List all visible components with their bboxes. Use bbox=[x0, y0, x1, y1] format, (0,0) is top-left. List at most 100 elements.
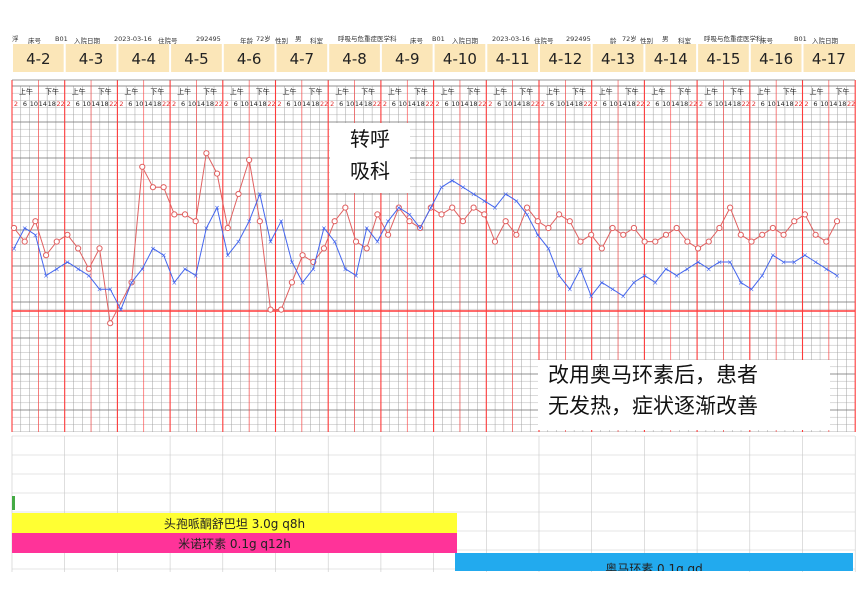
hour-label: 22 bbox=[215, 100, 223, 108]
pulse-point: × bbox=[513, 197, 519, 205]
pm-label: 下午 bbox=[572, 87, 586, 96]
am-label: 上午 bbox=[335, 87, 349, 96]
temperature-line bbox=[13, 151, 838, 325]
pulse-point: × bbox=[663, 265, 669, 273]
info-text: 住院号 bbox=[534, 36, 554, 45]
info-text: 性别 bbox=[640, 36, 653, 45]
pulse-point: × bbox=[471, 191, 477, 199]
hour-label: 14 bbox=[144, 100, 152, 108]
temperature-point bbox=[705, 238, 712, 245]
temperature-point bbox=[246, 156, 253, 164]
am-label: 上午 bbox=[388, 87, 402, 96]
pulse-point: × bbox=[503, 191, 509, 199]
pulse-point: × bbox=[385, 218, 391, 226]
hour-label: 18 bbox=[785, 100, 793, 108]
hour-label: 2 bbox=[804, 100, 808, 108]
am-label: 上午 bbox=[493, 87, 507, 96]
info-text: 呼吸与危重症医学科 bbox=[338, 34, 397, 43]
pm-label: 下午 bbox=[361, 87, 375, 96]
pulse-point: × bbox=[171, 279, 177, 287]
hour-label: 2 bbox=[699, 100, 703, 108]
temperature-point bbox=[588, 231, 595, 238]
pulse-point: × bbox=[642, 272, 648, 280]
green-marker bbox=[12, 496, 15, 510]
pulse-point: × bbox=[193, 272, 199, 280]
hour-label: 10 bbox=[557, 100, 565, 108]
hour-label: 22 bbox=[531, 100, 539, 108]
temperature-point bbox=[363, 245, 370, 252]
hour-label: 18 bbox=[417, 100, 425, 108]
info-text: 浮 bbox=[12, 34, 19, 43]
temperature-point bbox=[513, 231, 520, 238]
hour-label: 6 bbox=[286, 100, 290, 108]
transfer-note-line1: 转呼 bbox=[350, 127, 390, 151]
hour-label: 2 bbox=[646, 100, 650, 108]
info-text: 床号 bbox=[760, 36, 774, 45]
pulse-point: × bbox=[257, 191, 263, 199]
hour-label: 14 bbox=[408, 100, 416, 108]
drug-label-omadacycline: 奥马环素 0.1g qd bbox=[605, 562, 703, 571]
info-text: 龄 bbox=[610, 36, 617, 45]
pulse-point: × bbox=[289, 259, 295, 267]
hour-label: 18 bbox=[627, 100, 635, 108]
pulse-point: × bbox=[684, 265, 690, 273]
temperature-point bbox=[727, 204, 734, 211]
hour-label: 14 bbox=[671, 100, 679, 108]
am-label: 上午 bbox=[810, 87, 824, 96]
pulse-point: × bbox=[610, 286, 616, 294]
date-label: 4-9 bbox=[395, 50, 420, 68]
temperature-point bbox=[481, 211, 488, 218]
hour-label: 6 bbox=[181, 100, 185, 108]
hour-label: 10 bbox=[82, 100, 90, 108]
temperature-point bbox=[748, 238, 755, 245]
series-pulse: × × × × × × × × × × × × × × × × × × × × × × × × × × × × × × × × × × × × × × × ×… bbox=[11, 177, 840, 314]
hour-label: 18 bbox=[469, 100, 477, 108]
pulse-point: × bbox=[674, 272, 680, 280]
temperature-point bbox=[780, 231, 787, 238]
am-label: 上午 bbox=[704, 87, 718, 96]
hour-label: 10 bbox=[293, 100, 301, 108]
pulse-point: × bbox=[225, 252, 231, 260]
temperature-point bbox=[449, 204, 456, 211]
pulse-point: × bbox=[578, 265, 584, 273]
temperature-point bbox=[556, 211, 563, 218]
temperature-point bbox=[566, 218, 573, 225]
hour-label: 2 bbox=[488, 100, 492, 108]
info-text: 性别 bbox=[275, 36, 288, 45]
temperature-point bbox=[21, 238, 28, 245]
am-label: 上午 bbox=[72, 87, 86, 96]
temperature-point bbox=[438, 211, 445, 218]
pm-label: 下午 bbox=[519, 87, 533, 96]
hour-label: 14 bbox=[460, 100, 468, 108]
hour-label: 6 bbox=[339, 100, 343, 108]
temperature-point bbox=[791, 218, 798, 225]
hour-label: 18 bbox=[48, 100, 56, 108]
info-text: 入院日期 bbox=[74, 36, 101, 45]
pm-label: 下午 bbox=[309, 87, 323, 96]
hour-label: 6 bbox=[444, 100, 448, 108]
temperature-point bbox=[737, 231, 744, 238]
hour-label: 2 bbox=[330, 100, 334, 108]
temperature-point bbox=[630, 224, 638, 232]
hour-label: 2 bbox=[752, 100, 756, 108]
temperature-point bbox=[53, 238, 60, 245]
pulse-point: × bbox=[588, 293, 594, 301]
pulse-point: × bbox=[75, 265, 81, 273]
temperature-point bbox=[331, 218, 338, 225]
pulse-point: × bbox=[481, 197, 487, 205]
hour-label: 22 bbox=[373, 100, 381, 108]
pulse-point: × bbox=[524, 211, 530, 219]
info-text: 呼吸与危重症医学科 bbox=[704, 34, 763, 43]
hour-label: 2 bbox=[119, 100, 123, 108]
pulse-point: × bbox=[706, 265, 712, 273]
hour-label: 22 bbox=[689, 100, 697, 108]
hour-label: 6 bbox=[234, 100, 238, 108]
temperature-point bbox=[320, 245, 328, 252]
pulse-point: × bbox=[449, 177, 455, 185]
info-text: 2023-03-16 bbox=[492, 35, 530, 43]
temperature-point bbox=[577, 238, 584, 245]
hour-label: 14 bbox=[513, 100, 521, 108]
date-label: 4-17 bbox=[812, 50, 846, 68]
header-text: 浮床号 B01 入院日期 2023-03-16 住院号 292495 年龄 72岁 性别男科室呼… bbox=[12, 34, 855, 108]
hour-label: 18 bbox=[364, 100, 372, 108]
